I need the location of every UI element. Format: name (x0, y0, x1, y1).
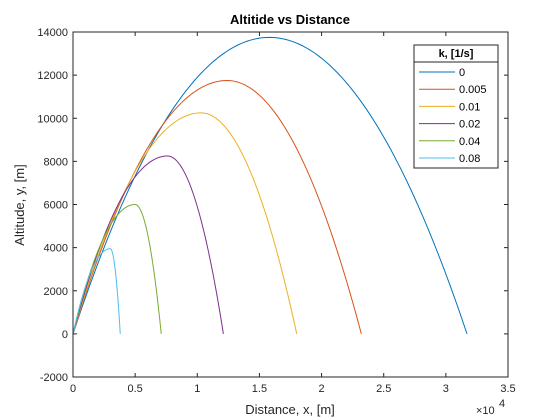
chart-title: Altitide vs Distance (230, 12, 350, 27)
x-exponent: ×10 4 (476, 398, 505, 417)
y-tick-label: 14000 (37, 27, 68, 39)
series-line-k-0-005 (72, 80, 362, 335)
series-line-k-0-01 (72, 112, 298, 335)
x-axis-label: Distance, x, [m] (245, 402, 335, 417)
legend-entry: 0 (419, 67, 465, 79)
ticks-layer: 0 0.5 1 1.5 2 2.5 3 3.5-20000200040006000800010… (37, 27, 515, 395)
legend-entries: 0 0.005 0.01 0.02 0.04 0.08 (419, 67, 487, 165)
legend-label: 0 (459, 67, 465, 79)
legend: k, [1/s] 0 0.005 0.01 0.02 0.04 0.08 (413, 44, 499, 169)
x-tick-label: 0.5 (127, 383, 142, 395)
legend-label: 0.02 (459, 119, 480, 131)
x-tick-label: 2 (319, 383, 325, 395)
x-exponent-base: ×10 (476, 405, 495, 417)
y-tick-label: 10000 (37, 113, 68, 125)
legend-label: 0.005 (459, 84, 487, 96)
legend-entry: 0.02 (419, 119, 480, 131)
legend-entry: 0.04 (419, 136, 480, 148)
y-tick-label: 8000 (44, 156, 68, 168)
series-line-k-0 (72, 36, 468, 335)
x-tick-label: 3.5 (500, 383, 515, 395)
legend-label: 0.08 (459, 153, 480, 165)
legend-title: k, [1/s] (439, 48, 474, 60)
y-tick-label: 4000 (44, 243, 68, 255)
x-exponent-power: 4 (499, 398, 505, 410)
legend-label: 0.04 (459, 136, 480, 148)
y-tick-label: 2000 (44, 286, 68, 298)
legend-label: 0.01 (459, 101, 480, 113)
x-tick-label: 3 (443, 383, 449, 395)
x-tick-label: 1 (194, 383, 200, 395)
series-line-k-0-08 (72, 248, 121, 334)
y-tick-label: 0 (62, 329, 68, 341)
y-tick-label: -2000 (40, 372, 68, 384)
legend-entry: 0.08 (419, 153, 480, 165)
legend-entry: 0.01 (419, 101, 480, 113)
x-tick-label: 0 (70, 383, 76, 395)
series-line-k-0-02 (72, 155, 224, 335)
x-tick-label: 1.5 (252, 383, 267, 395)
y-axis-label: Altitude, y, [m] (12, 164, 27, 245)
legend-entry: 0.005 (419, 84, 487, 96)
y-tick-label: 12000 (37, 70, 68, 82)
y-tick-label: 6000 (44, 200, 68, 212)
x-tick-label: 2.5 (376, 383, 391, 395)
series-layer (72, 36, 468, 335)
